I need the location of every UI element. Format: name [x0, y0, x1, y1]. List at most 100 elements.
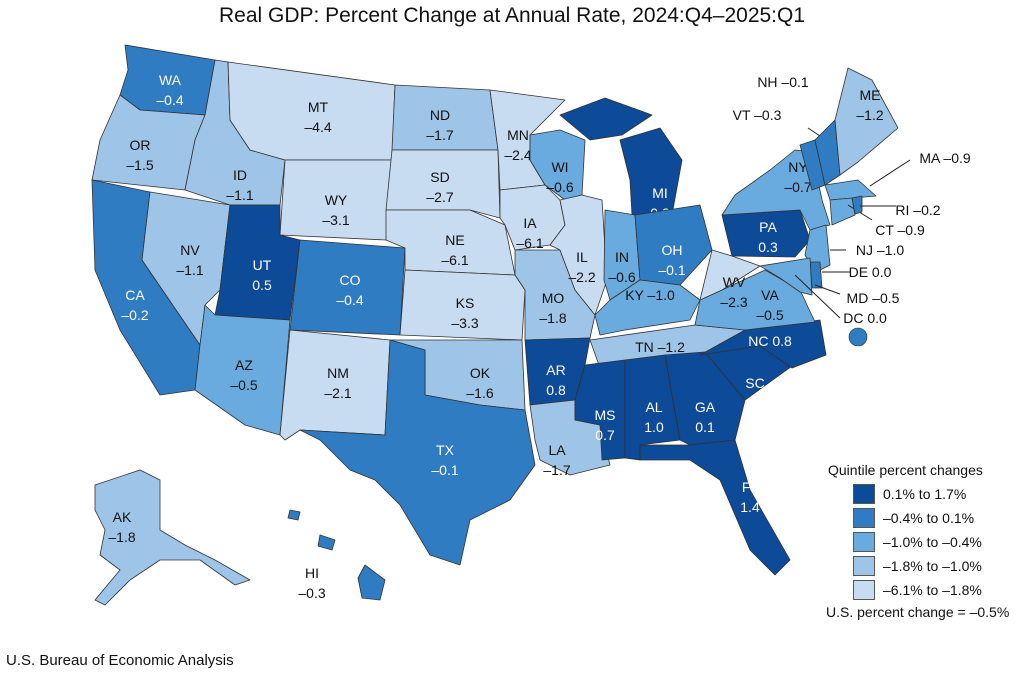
state-hi: [317, 534, 336, 551]
state-label: NJ –1.0: [856, 242, 904, 258]
state-label-value: –1.8: [539, 310, 566, 326]
state-label-value: –2.2: [568, 269, 595, 285]
state-label-abbr: IN: [615, 249, 629, 265]
state-mi: [619, 127, 683, 216]
legend-item: –0.4% to 0.1%: [853, 506, 1009, 530]
state-label-value: 0.7: [595, 427, 615, 443]
state-label-value: 0.1: [695, 419, 715, 435]
state-label-abbr: GA: [695, 399, 716, 415]
state-label-abbr: WI: [551, 159, 568, 175]
state-label-value: 0.5: [252, 277, 272, 293]
state-label-abbr: TX: [436, 442, 455, 458]
state-label-abbr: MT: [308, 99, 329, 115]
state-label-value: –3.3: [451, 315, 478, 331]
state-az: [194, 304, 291, 436]
state-label: VT –0.3: [733, 107, 782, 123]
state-label-abbr: MO: [542, 290, 565, 306]
state-label: DE 0.0: [849, 264, 892, 280]
legend-title: Quintile percent changes: [828, 462, 983, 478]
legend-swatch: [853, 532, 875, 552]
state-label-abbr: PA: [759, 219, 777, 235]
state-label: NC 0.8: [748, 333, 792, 349]
state-label-abbr: VA: [761, 287, 779, 303]
state-md: [759, 257, 813, 296]
state-nj: [804, 224, 831, 273]
state-label: MD –0.5: [847, 290, 900, 306]
state-label-value: –2.3: [720, 294, 747, 310]
state-label-value: –0.1: [431, 462, 458, 478]
legend-label: –6.1% to –1.8%: [883, 582, 982, 598]
state-label-value: –6.1: [516, 235, 543, 251]
state-label-abbr: IA: [523, 215, 537, 231]
state-label: NH –0.1: [757, 74, 809, 90]
state-label-abbr: CO: [340, 272, 361, 288]
state-hi: [287, 509, 301, 521]
state-label: TN –1.2: [635, 339, 685, 355]
state-tx: [299, 339, 536, 566]
state-label-abbr: UT: [253, 257, 272, 273]
state-label-value: –6.1: [441, 252, 468, 268]
state-label-abbr: HI: [305, 565, 319, 581]
state-label-value: –0.6: [608, 269, 635, 285]
state-label-value: –2.7: [426, 189, 453, 205]
legend: Quintile percent changes 0.1% to 1.7% –0…: [826, 462, 1010, 620]
state-ma: [824, 179, 877, 201]
state-label-value: 1.7: [745, 395, 765, 411]
state-sd: [385, 149, 501, 219]
state-me: [834, 67, 899, 176]
state-label-value: 0.3: [758, 239, 778, 255]
legend-label: –0.4% to 0.1%: [883, 510, 975, 526]
state-label-abbr: NV: [180, 242, 200, 258]
state-label-value: –0.5: [756, 307, 783, 323]
state-ct: [829, 197, 856, 226]
state-label-value: –1.8: [108, 529, 135, 545]
leader-line: [794, 274, 841, 319]
state-label-value: –0.5: [230, 377, 257, 393]
state-mi: [559, 97, 653, 141]
state-label-value: –0.2: [121, 307, 148, 323]
map-title: Real GDP: Percent Change at Annual Rate,…: [218, 4, 806, 27]
state-label-abbr: WY: [325, 192, 348, 208]
state-ri: [851, 195, 863, 215]
state-ks: [399, 269, 526, 341]
state-label-value: –0.1: [658, 262, 685, 278]
state-va: [694, 269, 816, 331]
state-label-abbr: MI: [652, 185, 668, 201]
state-label-abbr: WV: [723, 274, 746, 290]
state-hi: [357, 564, 386, 601]
state-label-abbr: AR: [546, 362, 565, 378]
state-label-value: –0.3: [298, 585, 325, 601]
state-label-value: –0.7: [784, 179, 811, 195]
state-label-value: –4.4: [304, 119, 331, 135]
state-label-abbr: ND: [430, 107, 450, 123]
state-label-abbr: FL: [742, 479, 759, 495]
state-wv: [699, 249, 761, 301]
state-label-abbr: ME: [860, 87, 881, 103]
state-oh: [634, 204, 713, 286]
state-label-value: –1.7: [543, 462, 570, 478]
state-label-value: –2.1: [324, 385, 351, 401]
state-dc: [848, 327, 868, 347]
leader-line: [814, 284, 841, 295]
leader-line: [869, 159, 911, 187]
state-label-value: 1.0: [644, 419, 664, 435]
state-label-value: –1.1: [176, 262, 203, 278]
state-label-abbr: OR: [130, 137, 151, 153]
state-label-abbr: AK: [113, 509, 132, 525]
state-label-value: 0.8: [546, 382, 566, 398]
state-label-abbr: SC: [745, 375, 764, 391]
state-label-value: –0.6: [546, 179, 573, 195]
state-label-value: –1.1: [226, 187, 253, 203]
us-percent-change: U.S. percent change = –0.5%: [826, 604, 1010, 620]
state-label-abbr: LA: [548, 442, 566, 458]
state-label-abbr: MS: [595, 407, 616, 423]
state-label-value: –3.1: [322, 212, 349, 228]
legend-item: –6.1% to –1.8%: [853, 578, 1009, 602]
state-label-abbr: OH: [662, 242, 683, 258]
state-label-abbr: SD: [430, 169, 449, 185]
legend-label: –1.0% to –0.4%: [883, 534, 982, 550]
state-label-value: –0.4: [156, 92, 183, 108]
state-ut: [214, 204, 301, 321]
state-label: MA –0.9: [919, 150, 971, 166]
legend-item: –1.8% to –1.0%: [853, 554, 1009, 578]
